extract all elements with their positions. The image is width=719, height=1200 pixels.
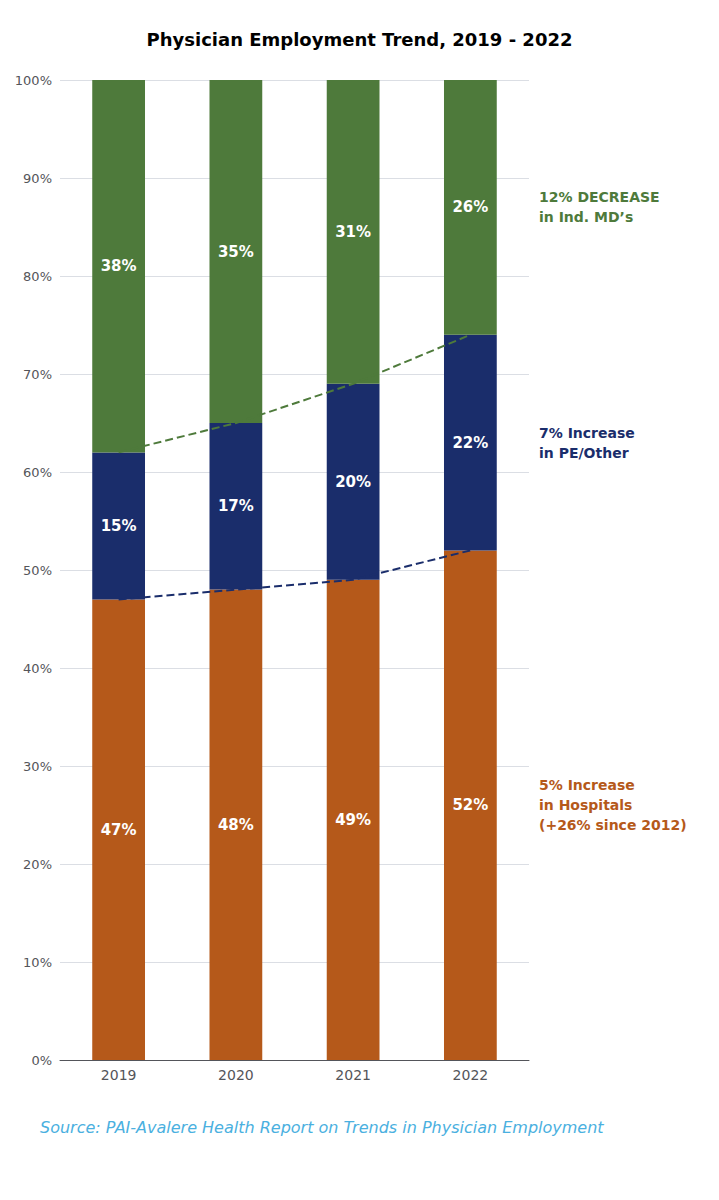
svg-text:0%: 0% <box>31 1053 52 1068</box>
svg-text:2022: 2022 <box>453 1067 489 1083</box>
svg-text:80%: 80% <box>23 269 52 284</box>
svg-text:30%: 30% <box>23 759 52 774</box>
svg-text:100%: 100% <box>15 73 52 88</box>
svg-text:15%: 15% <box>101 517 137 535</box>
svg-text:47%: 47% <box>101 821 137 839</box>
svg-text:2021: 2021 <box>335 1067 371 1083</box>
svg-text:20%: 20% <box>23 857 52 872</box>
svg-text:12% DECREASE: 12% DECREASE <box>539 189 660 205</box>
svg-text:50%: 50% <box>23 563 52 578</box>
svg-text:20%: 20% <box>335 473 371 491</box>
svg-text:70%: 70% <box>23 367 52 382</box>
svg-text:2020: 2020 <box>218 1067 254 1083</box>
svg-text:2019: 2019 <box>101 1067 137 1083</box>
svg-text:in Ind. MD’s: in Ind. MD’s <box>539 209 633 225</box>
svg-text:(+26% since 2012): (+26% since 2012) <box>539 817 687 833</box>
svg-text:5% Increase: 5% Increase <box>539 777 635 793</box>
svg-text:60%: 60% <box>23 465 52 480</box>
svg-text:40%: 40% <box>23 661 52 676</box>
svg-text:Physician Employment Trend, 20: Physician Employment Trend, 2019 - 2022 <box>147 29 573 50</box>
svg-text:49%: 49% <box>335 811 371 829</box>
svg-text:22%: 22% <box>452 434 488 452</box>
svg-text:7% Increase: 7% Increase <box>539 425 635 441</box>
svg-text:10%: 10% <box>23 955 52 970</box>
svg-text:52%: 52% <box>452 796 488 814</box>
svg-text:in PE/Other: in PE/Other <box>539 445 629 461</box>
svg-text:38%: 38% <box>101 257 137 275</box>
svg-text:17%: 17% <box>218 497 254 515</box>
svg-text:90%: 90% <box>23 171 52 186</box>
svg-text:in Hospitals: in Hospitals <box>539 797 632 813</box>
svg-text:35%: 35% <box>218 243 254 261</box>
svg-text:Source: PAI-Avalere Health Rep: Source: PAI-Avalere Health Report on Tre… <box>40 1118 604 1137</box>
svg-text:48%: 48% <box>218 816 254 834</box>
svg-text:31%: 31% <box>335 223 371 241</box>
svg-text:26%: 26% <box>452 198 488 216</box>
